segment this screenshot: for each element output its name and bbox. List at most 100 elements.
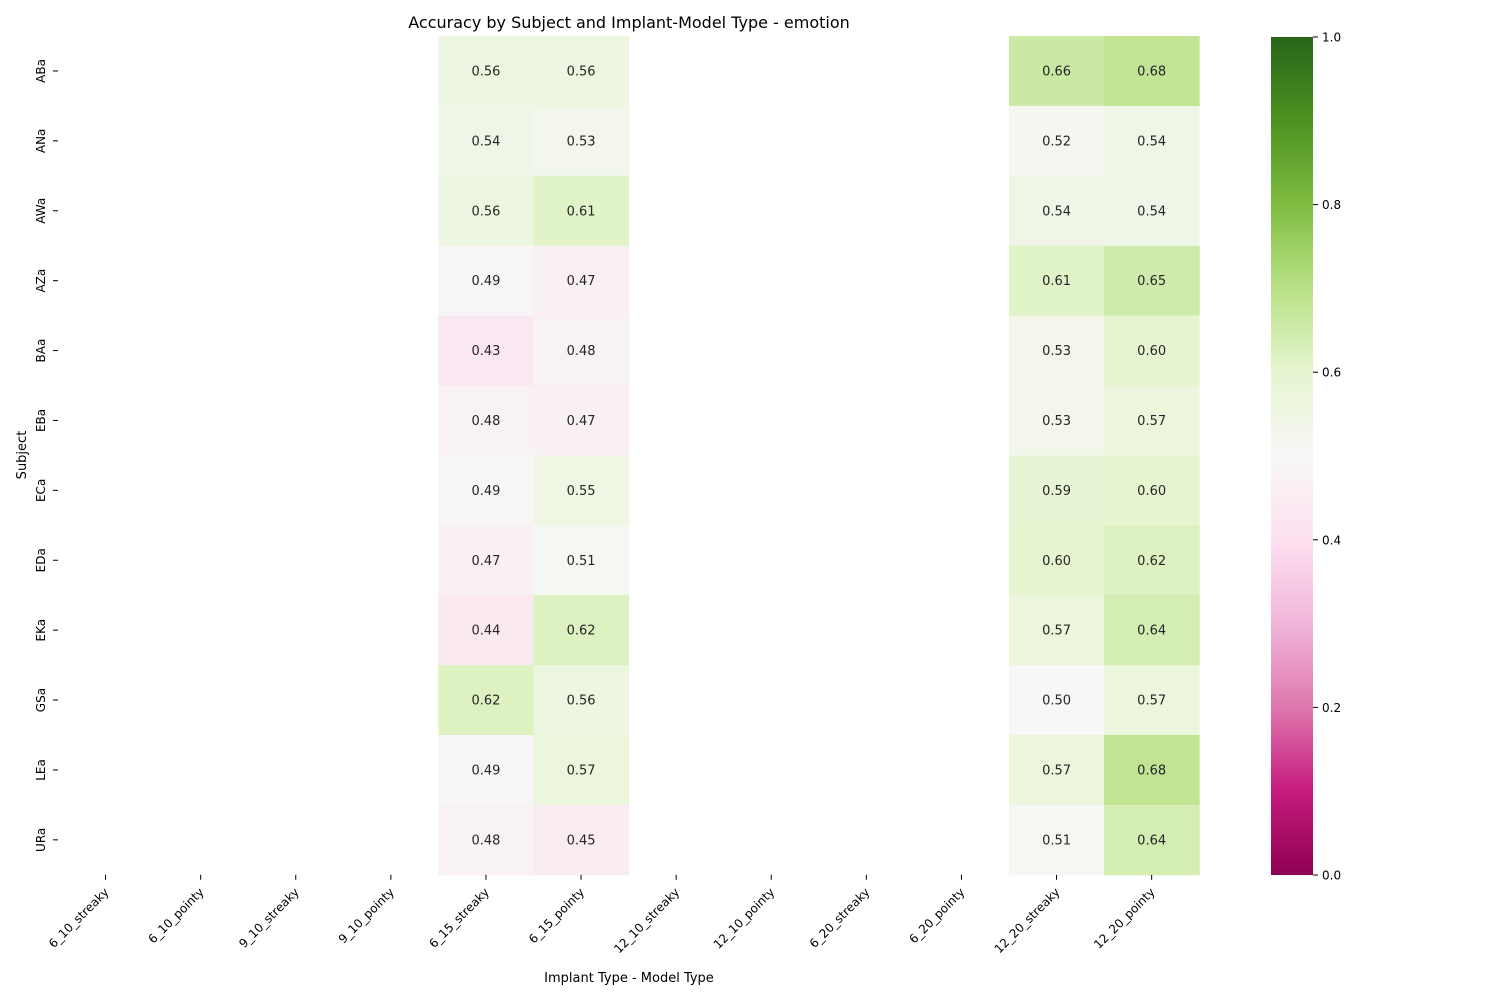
heatmap-cell [1009, 595, 1105, 666]
cell-value-label: 0.56 [471, 64, 500, 79]
cell-value-label: 0.52 [1042, 134, 1071, 149]
cell-value-label: 0.54 [1137, 134, 1166, 149]
heatmap-cell [533, 36, 630, 107]
cell-value-label: 0.53 [1042, 344, 1071, 359]
heatmap-cell [438, 315, 534, 386]
cell-value-label: 0.56 [567, 694, 596, 709]
cell-value-label: 0.48 [567, 344, 596, 359]
cell-value-label: 0.68 [1137, 763, 1166, 778]
colorbar-tick-label: 0.6 [1322, 366, 1341, 380]
heatmap-cell [438, 804, 534, 876]
cell-value-label: 0.53 [1042, 414, 1071, 429]
cell-value-label: 0.57 [1042, 624, 1071, 639]
heatmap-cell [1009, 735, 1105, 806]
heatmap-cell [533, 455, 630, 526]
cell-value-label: 0.56 [567, 64, 596, 79]
cell-value-label: 0.62 [1137, 554, 1166, 569]
heatmap-cell [533, 245, 630, 317]
cell-value-label: 0.54 [471, 134, 500, 149]
cell-value-label: 0.64 [1137, 624, 1166, 639]
colorbar-tick-label: 0.0 [1322, 869, 1341, 883]
heatmap-cell [438, 595, 534, 666]
colorbar-tick-label: 1.0 [1322, 31, 1341, 45]
cell-value-label: 0.59 [1042, 484, 1071, 499]
colorbar-tick-label: 0.4 [1322, 533, 1341, 547]
cell-value-label: 0.45 [567, 833, 596, 848]
x-axis-label: Implant Type - Model Type [544, 971, 714, 986]
colorbar [1271, 37, 1313, 875]
cell-value-label: 0.61 [567, 204, 596, 219]
cell-value-label: 0.49 [471, 484, 500, 499]
heatmap-cell [438, 36, 534, 107]
y-tick-label: EKa [34, 619, 48, 642]
colorbar-tick-label: 0.2 [1322, 701, 1341, 715]
heatmap-cell [533, 595, 630, 666]
colorbar-tick-label: 0.8 [1322, 198, 1341, 212]
x-tick-label: 6_20_pointy [906, 885, 967, 946]
y-tick-label: AWa [34, 198, 48, 224]
x-tick-label: 6_15_streaky [426, 885, 492, 951]
cell-value-label: 0.47 [567, 414, 596, 429]
heatmap-cell [1104, 315, 1200, 386]
heatmap-cell [1009, 175, 1105, 247]
heatmap-cell [533, 105, 630, 177]
heatmap-cell [533, 175, 630, 247]
heatmap-cell [438, 455, 534, 526]
cell-value-label: 0.60 [1042, 554, 1071, 569]
cell-value-label: 0.53 [567, 134, 596, 149]
heatmap-cell [1009, 525, 1105, 596]
cell-value-label: 0.54 [1042, 204, 1071, 219]
x-tick-label: 6_20_streaky [807, 885, 873, 951]
y-tick-label: ECa [34, 479, 48, 502]
x-tick-label: 9_10_pointy [336, 885, 397, 946]
y-axis-label: Subject [15, 431, 30, 480]
y-tick-label: AZa [34, 269, 48, 293]
heatmap-cell [438, 105, 534, 177]
cell-value-label: 0.44 [471, 624, 500, 639]
chart-title: Accuracy by Subject and Implant-Model Ty… [408, 13, 850, 32]
heatmap-cell-labels: 0.56 0.56 0.66 0.68 0.54 0.53 0.52 0.54 0.56 0.61… [471, 64, 1166, 848]
heatmap-cell [1104, 455, 1200, 526]
cell-value-label: 0.57 [567, 763, 596, 778]
x-tick-label: 12_20_streaky [992, 885, 1063, 956]
cell-value-label: 0.51 [567, 554, 596, 569]
cell-value-label: 0.48 [471, 414, 500, 429]
x-tick-label: 9_10_streaky [236, 885, 302, 951]
heatmap-cell [533, 385, 630, 456]
heatmap-cell [533, 735, 630, 806]
y-tick-label: GSa [34, 688, 48, 712]
x-tick-label: 6_10_pointy [146, 885, 207, 946]
heatmap-cell [438, 525, 534, 596]
cell-value-label: 0.50 [1042, 694, 1071, 709]
y-tick-label: BAa [34, 339, 48, 363]
x-tick-label: 6_10_streaky [46, 885, 112, 951]
y-axis-ticks: ABa ANa AWa AZa BAa EBa ECa EDa EKa GSa LEa URa [34, 59, 58, 852]
cell-value-label: 0.54 [1137, 204, 1166, 219]
cell-value-label: 0.47 [567, 274, 596, 289]
heatmap-cell [1104, 36, 1200, 107]
x-tick-label: 12_10_pointy [711, 885, 778, 952]
heatmap-cell [533, 525, 630, 596]
cell-value-label: 0.64 [1137, 833, 1166, 848]
x-tick-label: 12_10_streaky [611, 885, 682, 956]
cell-value-label: 0.57 [1042, 763, 1071, 778]
y-tick-label: LEa [34, 759, 48, 781]
y-tick-label: ABa [34, 59, 48, 83]
heatmap-cell [533, 804, 630, 876]
heatmap-cell [533, 315, 630, 386]
heatmap-cell [438, 175, 534, 247]
cell-value-label: 0.60 [1137, 484, 1166, 499]
heatmap-cell [1104, 665, 1200, 736]
x-tick-label: 12_20_pointy [1091, 885, 1158, 952]
heatmap-cell [438, 735, 534, 806]
cell-value-label: 0.62 [567, 624, 596, 639]
heatmap-cell [533, 665, 630, 736]
cell-value-label: 0.51 [1042, 833, 1071, 848]
heatmap-cell [1009, 385, 1105, 456]
heatmap-cell [1009, 245, 1105, 317]
heatmap-cell [438, 385, 534, 456]
heatmap-cell [1009, 665, 1105, 736]
heatmap-cell [438, 665, 534, 736]
cell-value-label: 0.47 [471, 554, 500, 569]
